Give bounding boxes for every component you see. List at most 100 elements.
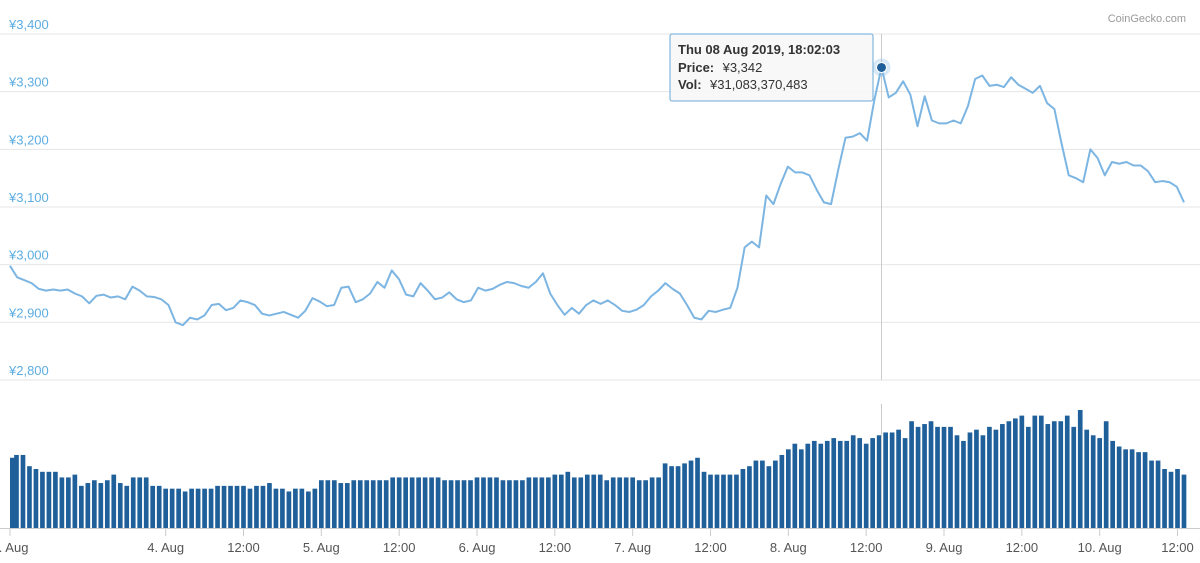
x-tick-label: 12:00 [1161, 540, 1194, 555]
tooltip-price-row: Price: ¥3,342 [678, 59, 762, 76]
volume-bar [1006, 421, 1012, 528]
volume-bar [1162, 469, 1167, 528]
y-tick-label: ¥3,400 [8, 17, 49, 32]
tooltip-vol-row: Vol: ¥31,083,370,483 [678, 76, 808, 93]
volume-bar [14, 454, 19, 528]
volume-bar [993, 429, 999, 528]
volume-bar [487, 477, 493, 528]
x-tick-label: 4. Aug [147, 540, 184, 555]
volume-bar [753, 460, 759, 528]
volume-bar [1123, 449, 1128, 528]
volume-bar [1026, 426, 1031, 528]
volume-bar [344, 483, 350, 528]
volume-bar [948, 426, 953, 528]
tooltip-vol-label: Vol: [678, 77, 702, 92]
volume-bar [818, 443, 824, 528]
x-tick-label: 10. Aug [1078, 540, 1122, 555]
volume-bar [656, 477, 661, 528]
volume-bar [247, 488, 253, 528]
volume-bar [241, 485, 246, 528]
volume-bar [461, 480, 467, 528]
volume-bar [383, 480, 389, 528]
volume-bar [260, 485, 266, 528]
tooltip-price-label: Price: [678, 60, 714, 75]
volume-bar [351, 480, 357, 528]
volume-bar [273, 488, 279, 528]
volume-bar [53, 471, 58, 528]
x-tick-label: 7. Aug [614, 540, 651, 555]
volume-bar [10, 457, 15, 528]
volume-bar [708, 474, 713, 528]
volume-bar [104, 480, 110, 528]
volume-bar [124, 485, 130, 528]
volume-bar [1013, 418, 1018, 528]
tooltip: Thu 08 Aug 2019, 18:02:03 Price: ¥3,342 … [669, 33, 874, 102]
volume-bar [831, 438, 837, 528]
volume-bar [390, 477, 396, 528]
volume-bar [688, 460, 694, 528]
y-tick-label: ¥2,900 [8, 305, 49, 320]
volume-bar [734, 474, 739, 528]
volume-bar [597, 474, 603, 528]
volume-bar [364, 480, 370, 528]
volume-bar [143, 477, 149, 528]
volume-bar [416, 477, 421, 528]
volume-bar [169, 488, 175, 528]
volume-bar [1019, 415, 1025, 528]
volume-bar [669, 466, 674, 528]
volume-bar [701, 471, 707, 528]
volume-bar [429, 477, 434, 528]
price-line-layer [9, 66, 1185, 327]
volume-bar [870, 438, 875, 528]
volume-bar [682, 463, 687, 528]
volume-bar [850, 435, 856, 528]
volume-bar [325, 480, 331, 528]
volume-bar [857, 438, 863, 528]
price-line [9, 66, 1185, 327]
volume-bar [604, 480, 610, 528]
volume-bar [331, 480, 337, 528]
grid-lines [0, 33, 1200, 529]
volume-bar [786, 449, 791, 528]
tooltip-price-value: ¥3,342 [722, 60, 763, 75]
volume-bar [578, 477, 584, 528]
volume-bar [163, 488, 168, 528]
x-tick-label: 5. Aug [303, 540, 340, 555]
volume-bar [208, 488, 214, 528]
volume-bar [565, 471, 571, 528]
volume-bar [1168, 471, 1174, 528]
volume-bar [1097, 438, 1103, 528]
volume-bar [195, 488, 201, 528]
volume-bar [636, 480, 642, 528]
volume-bar [889, 432, 895, 528]
volume-bar [59, 477, 65, 528]
volume-bar [66, 477, 71, 528]
volume-bar [293, 488, 298, 528]
volume-bar [863, 443, 869, 528]
volume-bar [221, 485, 227, 528]
x-tick-label: 3. Aug [0, 540, 28, 555]
y-tick-label: ¥3,100 [8, 190, 49, 205]
volume-bar [539, 477, 545, 528]
volume-bar [111, 474, 117, 528]
credit-link[interactable]: CoinGecko.com [1108, 13, 1186, 25]
volume-bar [961, 440, 966, 528]
volume-bar [357, 480, 363, 528]
volume-bar [299, 488, 305, 528]
volume-bar [909, 421, 914, 528]
volume-bar [500, 480, 506, 528]
x-tick-label: 12:00 [1006, 540, 1039, 555]
volume-bar [643, 480, 648, 528]
volume-bar [1149, 460, 1154, 528]
volume-bar [520, 480, 525, 528]
volume-bar [1175, 469, 1180, 528]
volume-bar [766, 466, 772, 528]
volume-bar [805, 443, 811, 528]
volume-bar [280, 488, 285, 528]
volume-bar [630, 477, 636, 528]
volume-bar [474, 477, 480, 528]
volume-bar [623, 477, 629, 528]
volume-bars [10, 410, 1187, 528]
